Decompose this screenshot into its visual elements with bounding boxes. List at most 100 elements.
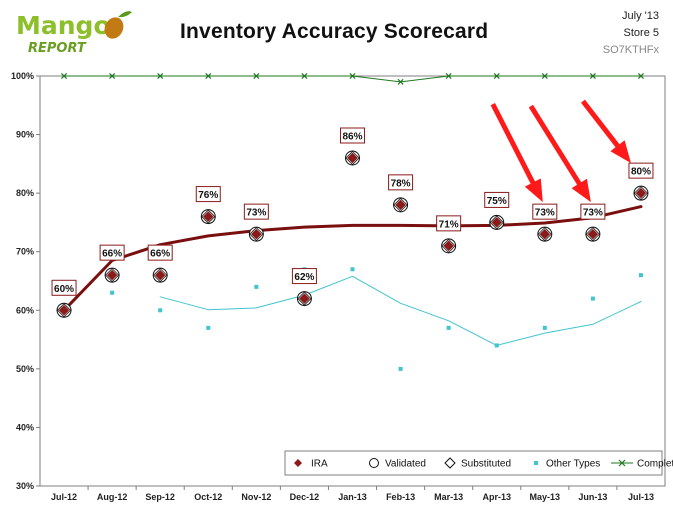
- substituted-point: [345, 150, 360, 166]
- completion-point: [253, 72, 260, 80]
- substituted-point: [489, 215, 504, 230]
- red-arrow-icon: [581, 99, 631, 164]
- x-tick-label: Apr-13: [482, 492, 511, 502]
- substituted-point: [393, 197, 408, 212]
- legend-entry: IRA: [294, 459, 328, 470]
- data-label-text: 62%: [294, 272, 314, 283]
- completion-point: [445, 72, 452, 80]
- legend-label: Completion: [637, 459, 673, 470]
- report-code: SO7KTHFx: [602, 44, 659, 56]
- data-label-text: 78%: [391, 178, 411, 189]
- data-label-text: 76%: [198, 190, 218, 201]
- x-tick-label: Sep-12: [145, 492, 175, 502]
- y-tick-label: 90%: [16, 130, 34, 140]
- other-types-point: [206, 325, 211, 330]
- data-label: 66%: [147, 244, 173, 261]
- data-label: 66%: [99, 244, 125, 261]
- data-label-box: [436, 215, 462, 232]
- ira-point: [395, 199, 406, 211]
- report-store: Store 5: [623, 27, 659, 39]
- ira-point: [347, 152, 358, 164]
- y-tick-label: 70%: [16, 247, 34, 257]
- data-label-text: 60%: [54, 284, 74, 295]
- x-tick-label: Jan-13: [338, 492, 367, 502]
- data-label-text: 66%: [102, 249, 122, 260]
- other-types-point: [542, 325, 547, 330]
- data-label-box: [628, 162, 654, 179]
- ira-point: [154, 269, 166, 281]
- data-label-text: 71%: [439, 219, 459, 230]
- mango-report-logo: Mango REPORT: [16, 11, 132, 56]
- legend-label: IRA: [311, 459, 328, 470]
- completion-point: [157, 72, 164, 80]
- ira-point: [491, 217, 503, 228]
- x-tick-label: Jun-13: [578, 492, 607, 502]
- ira-point: [539, 228, 551, 240]
- other-types-point: [110, 290, 115, 295]
- data-label: 73%: [243, 203, 269, 220]
- completion-point: [637, 72, 644, 80]
- completion-point: [61, 72, 68, 80]
- data-label-box: [388, 174, 414, 191]
- red-arrow-icon: [528, 104, 591, 203]
- substituted-point: [56, 303, 72, 318]
- logo-sub-text: REPORT: [28, 41, 87, 56]
- ira-point: [58, 304, 70, 316]
- legend-entry: Validated: [369, 458, 426, 470]
- page-title: Inventory Accuracy Scorecard: [180, 20, 489, 43]
- y-tick-label: 40%: [16, 422, 34, 432]
- ira-point: [202, 211, 214, 222]
- legend-label: Other Types: [546, 459, 600, 470]
- x-tick-label: Aug-12: [97, 492, 128, 502]
- data-label-box: [340, 127, 365, 144]
- grid-layer: 30% 40% 50% 60% 70% 80% 90% 100% Jul-12 Aug-12 Sep…: [11, 71, 666, 502]
- data-label: 62%: [291, 268, 317, 285]
- other-types-point: [350, 267, 355, 272]
- data-label-box: [532, 203, 558, 220]
- other-types-point: [158, 308, 163, 313]
- ira-point: [299, 293, 310, 304]
- data-label-box: [484, 191, 510, 208]
- data-label: 73%: [532, 203, 558, 220]
- data-label-box: [243, 203, 269, 220]
- chart-legend: IRA Validated Substituted Other Types Comple…: [284, 450, 673, 476]
- substituted-point: [585, 227, 600, 242]
- data-label: 78%: [388, 174, 414, 191]
- data-label-text: 66%: [150, 249, 170, 260]
- data-label: 60%: [51, 279, 77, 296]
- data-label-text: 73%: [246, 208, 266, 219]
- substituted-point: [441, 238, 456, 253]
- y-tick-label: 100%: [11, 71, 34, 81]
- y-tick-label: 50%: [16, 364, 34, 374]
- legend-label: Validated: [385, 459, 426, 470]
- report-header: Mango REPORT Inventory Accuracy Scorecar…: [0, 0, 673, 62]
- completion-point: [109, 72, 116, 80]
- legend-substituted-marker: [444, 457, 456, 469]
- annotation-arrow-layer: [490, 99, 631, 203]
- completion-point: [301, 72, 308, 80]
- completion-point: [541, 72, 548, 80]
- completion-point: [589, 72, 596, 80]
- y-tick-label: 80%: [16, 188, 34, 198]
- x-tick-label: Dec-12: [290, 492, 320, 502]
- legend-other-marker: [534, 461, 538, 465]
- report-meta: July '13 Store 5 SO7KTHFx: [603, 8, 659, 59]
- data-label: 75%: [484, 191, 510, 208]
- ira-point: [443, 240, 455, 252]
- ira-point: [250, 228, 262, 240]
- ira-point: [106, 269, 118, 281]
- completion-point: [349, 72, 356, 80]
- other-types-point: [494, 343, 499, 348]
- data-label: 71%: [436, 215, 462, 232]
- y-tick-label: 30%: [16, 481, 34, 491]
- x-tick-label: May-13: [530, 492, 561, 502]
- legend-ira-marker: [294, 459, 302, 467]
- ira-point: [587, 228, 599, 240]
- ira-point: [635, 187, 647, 199]
- series-layer: [56, 72, 649, 371]
- x-tick-label: Mar-13: [434, 492, 463, 502]
- completion-point: [397, 78, 404, 85]
- legend-entry: Substituted: [444, 457, 511, 470]
- data-label: 80%: [628, 162, 654, 179]
- data-label: 76%: [195, 186, 221, 203]
